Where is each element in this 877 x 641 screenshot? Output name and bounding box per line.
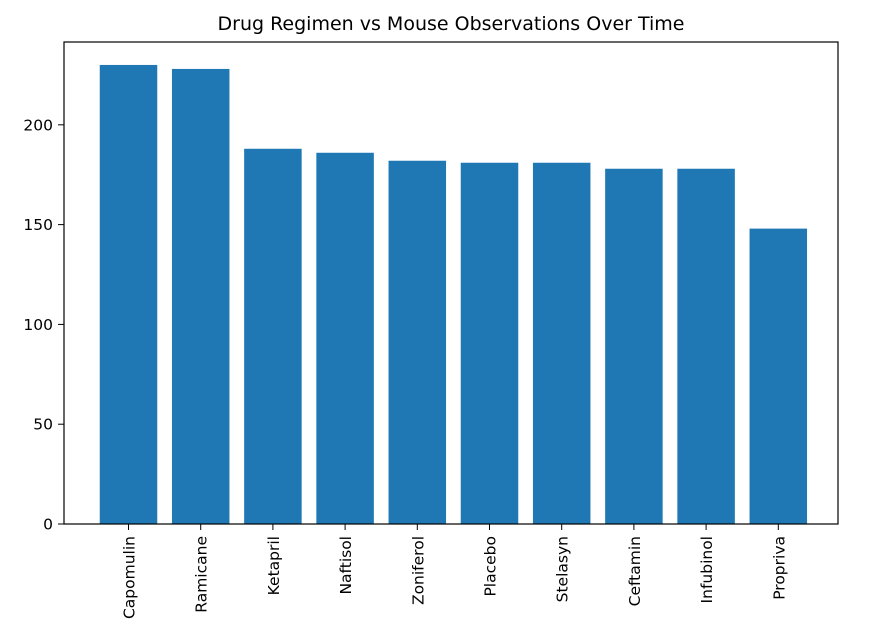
bar-ramicane [171,68,230,524]
bar-propriva [749,228,808,525]
bar-naftisol [316,152,374,524]
x-tick-label: Placebo [482,536,500,597]
x-tick-label: Ketapril [265,536,283,595]
x-tick-label: Capomulin [121,536,139,619]
bar-capomulin [99,64,158,524]
y-tick-label: 200 [23,116,53,134]
x-tick-label: Propriva [770,536,788,600]
y-tick-label: 0 [43,516,53,534]
bar-ketapril [244,148,302,524]
bar-ceftamin [605,168,663,525]
bars-group [99,64,808,525]
y-axis: 0 50 100 150 200 [23,116,64,534]
x-tick-label: Zoniferol [409,536,427,605]
x-tick-label: Infubinol [698,536,716,603]
chart-title: Drug Regimen vs Mouse Observations Over … [218,13,685,35]
x-tick-label: Naftisol [337,536,355,595]
y-tick-label: 50 [33,416,53,434]
bar-stelasyn [532,162,591,524]
bar-zoniferol [388,160,447,524]
x-tick-label: Ceftamin [626,536,644,606]
y-tick-label: 100 [23,316,53,334]
x-tick-label: Ramicane [193,536,211,613]
plot-frame [63,41,839,525]
y-tick-label: 150 [23,216,53,234]
x-tick-label: Stelasyn [554,536,572,602]
bar-placebo [460,162,519,524]
bar-infubinol [677,168,735,525]
x-axis: Capomulin Ramicane Ketapril Naftisol Zonifer… [121,524,788,619]
